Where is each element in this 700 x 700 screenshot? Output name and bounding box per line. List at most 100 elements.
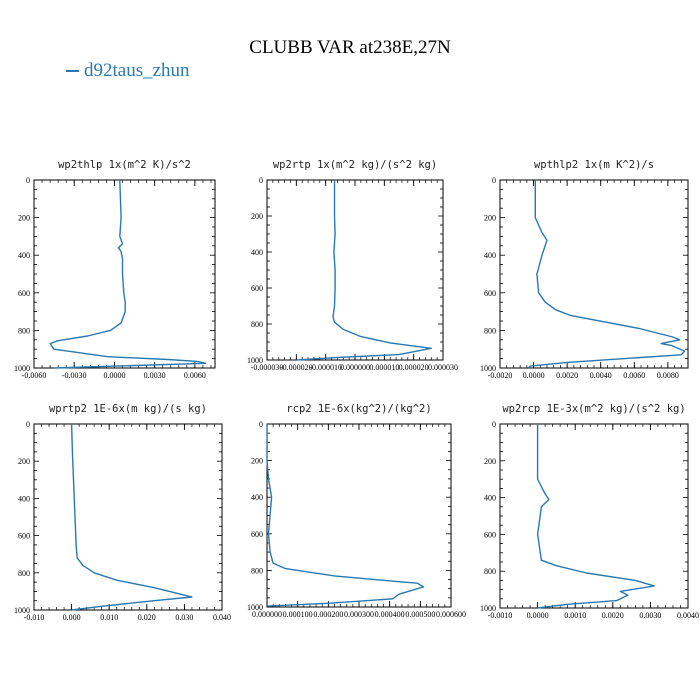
legend: d92taus_zhun <box>66 60 190 82</box>
plot-frame <box>266 423 452 608</box>
x-tick-label: 0.0000 <box>523 371 545 380</box>
x-tick-label: 0.030 <box>175 613 193 622</box>
x-tick-label: 0.0010 <box>564 611 586 620</box>
x-tick-label: 0.000000 <box>252 610 282 619</box>
x-tick-label: 0.000600 <box>436 610 466 619</box>
x-tick-label: 0.020 <box>138 613 156 622</box>
plot-frame <box>499 423 689 609</box>
y-tick-label: 600 <box>251 530 263 539</box>
x-tick-label: -0.0060 <box>22 371 47 380</box>
x-tick-label: -0.010 <box>24 613 45 622</box>
x-tick-label: 0.0000 <box>527 611 549 620</box>
y-tick-label: 1000 <box>480 604 496 613</box>
y-tick-label: 200 <box>484 457 496 466</box>
y-tick-label: 200 <box>251 212 263 221</box>
x-tick-label: 0.0030 <box>144 371 166 380</box>
y-tick-label: 600 <box>18 289 30 298</box>
x-tick-label: 0.000 <box>63 613 81 622</box>
x-tick-label: 0.000500 <box>405 610 435 619</box>
y-tick-label: 800 <box>18 569 30 578</box>
x-tick-label: 0.000400 <box>375 610 405 619</box>
x-tick-label: 0.0040 <box>677 611 699 620</box>
x-tick-label: 0.0020 <box>556 371 578 380</box>
page-title: CLUBB VAR at238E,27N <box>249 37 451 58</box>
y-tick-label: 0 <box>259 420 263 429</box>
plot-frame <box>266 179 444 361</box>
panel-4: wprtp2 1E-6x(m kg)/(s kg) 0 200 400 600 800 10… <box>14 403 231 622</box>
panel-6: wp2rcp 1E-3x(m^2 kg)/(s^2 kg) 0 200 400 600 8… <box>480 403 699 620</box>
y-tick-label: 0 <box>26 420 30 429</box>
y-tick-label: 200 <box>18 214 30 223</box>
x-tick-label: -0.000020 <box>280 363 313 372</box>
panel-title: wp2rcp 1E-3x(m^2 kg)/(s^2 kg) <box>502 403 685 415</box>
x-tick-label: 0.010 <box>100 613 118 622</box>
x-tick-label: 0.0060 <box>184 371 206 380</box>
legend-label: d92taus_zhun <box>84 60 190 81</box>
y-tick-label: 200 <box>484 214 496 223</box>
y-tick-label: 1000 <box>480 364 496 373</box>
x-tick-label: 0.000010 <box>369 363 399 372</box>
x-tick-label: 0.0080 <box>657 371 679 380</box>
x-tick-label: 0.000100 <box>283 610 313 619</box>
plot-frame <box>499 179 689 369</box>
x-tick-label: -0.0020 <box>488 371 513 380</box>
y-tick-label: 400 <box>251 248 263 257</box>
y-tick-label: 600 <box>251 284 263 293</box>
panel-title: wp2thlp 1x(m^2 K)/s^2 <box>58 159 191 171</box>
x-tick-label: -0.000030 <box>251 363 284 372</box>
x-tick-label: 0.0030 <box>639 611 661 620</box>
y-tick-label: 800 <box>251 320 263 329</box>
y-tick-label: 1000 <box>14 364 30 373</box>
panel-2: wp2rtp 1x(m^2 kg)/(s^2 kg) 0 200 400 600 800 1… <box>247 159 458 372</box>
y-tick-label: 1000 <box>247 356 263 365</box>
x-tick-label: 0.040 <box>213 613 231 622</box>
x-tick-label: 0.0020 <box>602 611 624 620</box>
series-line <box>70 423 193 611</box>
y-tick-label: 400 <box>18 494 30 503</box>
panel-title: rcp2 1E-6x(kg^2)/(kg^2) <box>286 403 431 415</box>
y-tick-label: 800 <box>251 566 263 575</box>
series-line <box>296 180 432 361</box>
y-tick-label: 1000 <box>14 606 30 615</box>
x-tick-label: 0.000300 <box>344 610 374 619</box>
y-tick-label: 800 <box>18 326 30 335</box>
panel-title: wprtp2 1E-6x(m kg)/(s kg) <box>49 403 207 415</box>
y-tick-label: 400 <box>484 494 496 503</box>
y-tick-label: 600 <box>18 532 30 541</box>
y-tick-label: 200 <box>18 457 30 466</box>
y-tick-label: 1000 <box>247 603 263 612</box>
y-tick-label: 0 <box>259 176 263 185</box>
y-tick-label: 400 <box>484 251 496 260</box>
legend-line-icon <box>66 69 79 72</box>
y-tick-label: 0 <box>492 176 496 185</box>
panel-5: rcp2 1E-6x(kg^2)/(kg^2) 0 200 400 600 800 1000… <box>247 403 466 619</box>
series-line <box>49 179 207 369</box>
x-tick-label: -0.0030 <box>62 371 87 380</box>
panel-title: wpthlp2 1x(m K^2)/s <box>534 159 654 171</box>
y-tick-label: 400 <box>251 493 263 502</box>
x-tick-label: 0.000000 <box>340 363 370 372</box>
series-line <box>527 180 686 369</box>
x-tick-label: 0.000200 <box>313 610 343 619</box>
y-tick-label: 600 <box>484 289 496 298</box>
panel-1: wp2thlp 1x(m^2 K)/s^202004006008001000-0… <box>14 159 216 380</box>
x-tick-label: 0.0060 <box>623 371 645 380</box>
y-tick-label: 0 <box>26 176 30 185</box>
y-tick-label: 600 <box>484 530 496 539</box>
y-tick-label: 800 <box>484 567 496 576</box>
panel-3: wpthlp2 1x(m K^2)/s 0 200 400 600 800 1000-0.0… <box>480 159 689 380</box>
y-tick-label: 400 <box>18 251 30 260</box>
y-tick-label: 0 <box>492 420 496 429</box>
series-line <box>536 424 655 609</box>
x-tick-label: 0.0000 <box>103 371 125 380</box>
x-tick-label: 0.000020 <box>399 363 429 372</box>
x-tick-label: 0.000030 <box>428 363 458 372</box>
y-tick-label: 200 <box>251 457 263 466</box>
x-tick-label: -0.0010 <box>488 611 513 620</box>
y-tick-label: 800 <box>484 326 496 335</box>
panel-title: wp2rtp 1x(m^2 kg)/(s^2 kg) <box>273 159 437 171</box>
series-line <box>266 424 425 607</box>
x-tick-label: 0.0040 <box>590 371 612 380</box>
x-tick-label: -0.000010 <box>309 363 342 372</box>
